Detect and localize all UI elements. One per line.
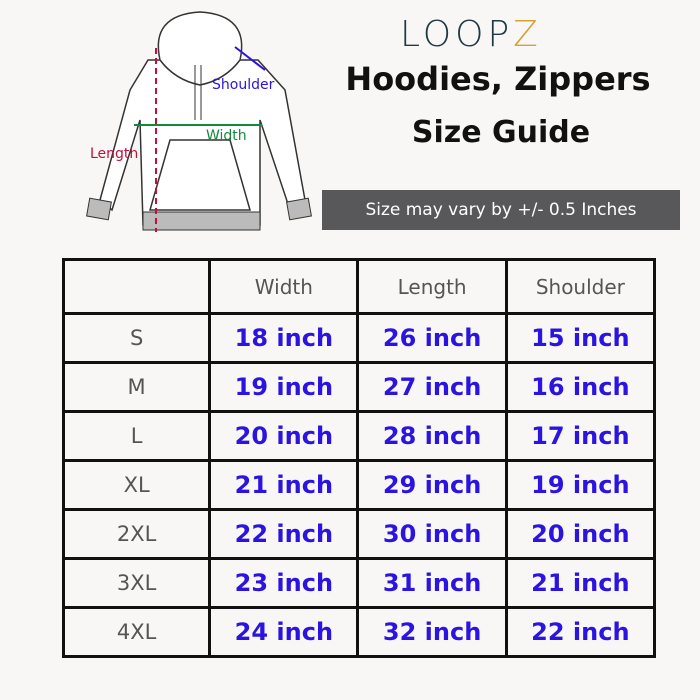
length-label: Length <box>90 146 138 162</box>
brand-logo: LOOPZ <box>400 14 542 55</box>
shoulder-cell: 16 inch <box>504 361 657 413</box>
width-cell: 21 inch <box>208 459 360 511</box>
shoulder-cell: 17 inch <box>504 410 657 462</box>
width-label: Width <box>206 128 247 144</box>
column-header: Width <box>208 258 360 315</box>
shoulder-line <box>234 46 266 71</box>
width-cell: 22 inch <box>208 508 360 560</box>
size-cell: 2XL <box>61 508 212 560</box>
size-note-banner: Size may vary by +/- 0.5 Inches <box>322 190 680 230</box>
width-cell: 23 inch <box>208 557 360 609</box>
logo-accent: Z <box>513 14 542 55</box>
waistband <box>142 211 261 231</box>
width-cell: 18 inch <box>208 312 360 364</box>
size-cell: 4XL <box>61 606 212 658</box>
right-cuff <box>286 197 312 221</box>
size-cell: L <box>61 410 212 462</box>
table-row: M 19 inch 27 inch 16 inch <box>61 361 657 413</box>
size-cell: M <box>61 361 212 413</box>
length-cell: 30 inch <box>356 508 508 560</box>
shoulder-label: Shoulder <box>212 77 275 93</box>
size-table: Width Length Shoulder S 18 inch 26 inch 15 in… <box>61 258 657 658</box>
size-cell: S <box>61 312 212 364</box>
width-cell: 19 inch <box>208 361 360 413</box>
table-row: L 20 inch 28 inch 17 inch <box>61 410 657 462</box>
size-cell: XL <box>61 459 212 511</box>
shoulder-cell: 19 inch <box>504 459 657 511</box>
hoodie-diagram: Shoulder Width Length <box>86 11 312 232</box>
page-subtitle: Size Guide <box>411 115 591 150</box>
column-header: Length <box>356 258 508 315</box>
table-row: XL 21 inch 29 inch 19 inch <box>61 459 657 511</box>
length-cell: 27 inch <box>356 361 508 413</box>
pocket <box>149 139 251 211</box>
table-row: 4XL 24 inch 32 inch 22 inch <box>61 606 657 658</box>
width-cell: 24 inch <box>208 606 360 658</box>
table-row: 2XL 22 inch 30 inch 20 inch <box>61 508 657 560</box>
table-header: Width Length Shoulder <box>61 258 657 315</box>
column-header <box>61 258 212 315</box>
table-row: S 18 inch 26 inch 15 inch <box>61 312 657 364</box>
width-cell: 20 inch <box>208 410 360 462</box>
length-cell: 28 inch <box>356 410 508 462</box>
size-cell: 3XL <box>61 557 212 609</box>
shoulder-cell: 22 inch <box>504 606 657 658</box>
length-cell: 32 inch <box>356 606 508 658</box>
page-title: Hoodies, Zippers <box>345 60 651 98</box>
shoulder-cell: 15 inch <box>504 312 657 364</box>
left-cuff <box>86 197 112 221</box>
shoulder-cell: 20 inch <box>504 508 657 560</box>
length-cell: 29 inch <box>356 459 508 511</box>
length-cell: 31 inch <box>356 557 508 609</box>
logo-text: LOOP <box>400 14 514 55</box>
length-cell: 26 inch <box>356 312 508 364</box>
table-row: 3XL 23 inch 31 inch 21 inch <box>61 557 657 609</box>
column-header: Shoulder <box>504 258 657 315</box>
shoulder-cell: 21 inch <box>504 557 657 609</box>
